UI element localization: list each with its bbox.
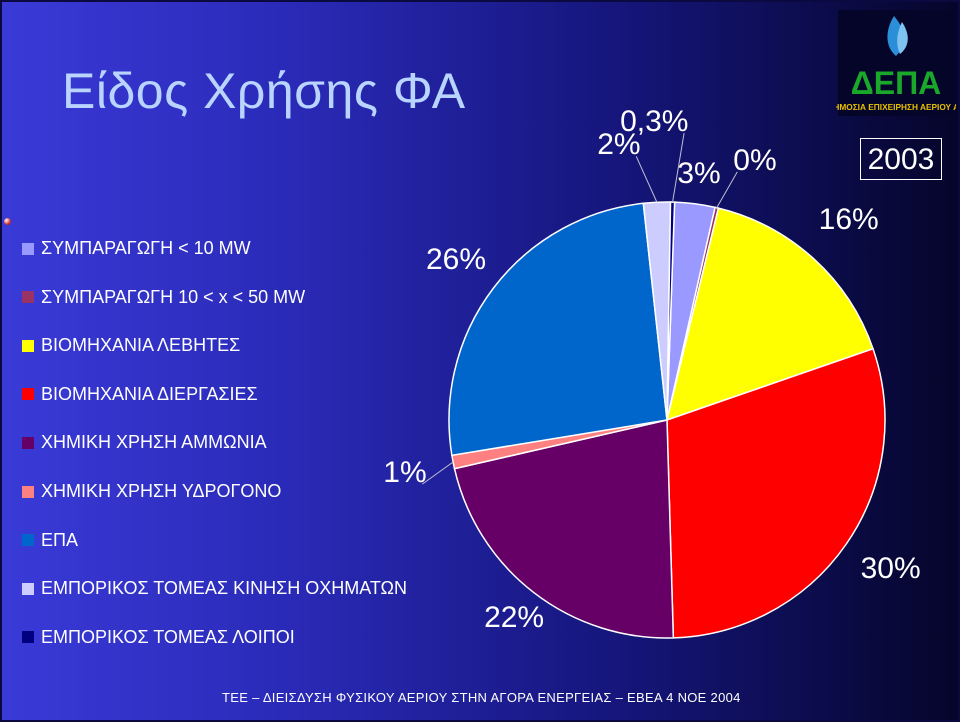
legend-label: ΣΥΜΠΑΡΑΓΩΓΗ < 10 MW <box>41 238 251 258</box>
pie-value-label: 0,3% <box>620 105 689 139</box>
leader-line <box>716 171 738 209</box>
depa-logo: ΔΕΠΑ ΔΗΜΟΣΙΑ ΕΠΙΧΕΙΡΗΣΗ ΑΕΡΙΟΥ ΑΕ <box>836 10 956 116</box>
pie-value-label: 22% <box>484 600 545 634</box>
legend-label: ΒΙΟΜΗΧΑΝΙΑ ΔΙΕΡΓΑΣΙΕΣ <box>41 383 258 404</box>
pie-value-label: 26% <box>425 242 487 276</box>
legend-item: ΧΗΜΙΚΗ ΧΡΗΣΗ ΥΔΡΟΓΟΝΟ <box>22 481 281 502</box>
legend-label: ΧΗΜΙΚΗ ΧΡΗΣΗ ΑΜΜΩΝΙΑ <box>41 432 267 453</box>
legend-swatch <box>22 242 34 255</box>
pie-slice <box>448 202 668 457</box>
legend-item: ΣΥΜΠΑΡΑΓΩΓΗ 10 < x < 50 MW <box>22 287 305 308</box>
pie-value-label: 0% <box>733 143 777 177</box>
pie-slice <box>665 207 874 422</box>
legend-swatch <box>22 291 34 304</box>
pie-value-label: 1% <box>383 456 427 490</box>
leader-line <box>421 461 454 485</box>
legend-item: ΣΥΜΠΑΡΑΓΩΓΗ < 10 MW <box>22 238 251 259</box>
legend-swatch <box>22 339 34 352</box>
slide-footer: ΤΕΕ – ΔΙΕΙΣΔΥΣΗ ΦΥΣΙΚΟΥ ΑΕΡΙΟΥ ΣΤΗΝ ΑΓΟΡ… <box>222 690 741 705</box>
legend-item: ΕΜΠΟΡΙΚΟΣ ΤΟΜΕΑΣ ΚΙΝΗΣΗ ΟΧΗΜΑΤΩΝ <box>22 578 407 599</box>
pie-value-label: 2% <box>597 128 641 162</box>
slide-title: Είδος Χρήσης ΦΑ <box>62 63 466 119</box>
pie-value-label: 16% <box>818 203 879 237</box>
legend-item: ΒΙΟΜΗΧΑΝΙΑ ΛΕΒΗΤΕΣ <box>22 335 240 356</box>
legend-label: ΕΜΠΟΡΙΚΟΣ ΤΟΜΕΑΣ ΛΟΙΠΟΙ <box>41 626 295 647</box>
legend-item: ΒΙΟΜΗΧΑΝΙΑ ΔΙΕΡΓΑΣΙΕΣ <box>22 384 258 405</box>
logo-wordmark: ΔΕΠΑ <box>851 65 942 101</box>
legend-item: ΧΗΜΙΚΗ ΧΡΗΣΗ ΑΜΜΩΝΙΑ <box>22 432 267 453</box>
legend-item: ΕΠΑ <box>22 530 78 551</box>
legend-label: ΒΙΟΜΗΧΑΝΙΑ ΛΕΒΗΤΕΣ <box>41 335 241 356</box>
legend-item: ΕΜΠΟΡΙΚΟΣ ΤΟΜΕΑΣ ΛΟΙΠΟΙ <box>22 627 295 648</box>
legend-swatch <box>22 485 34 498</box>
pie-value-label: 30% <box>860 551 921 585</box>
legend-label: ΧΗΜΙΚΗ ΧΡΗΣΗ ΥΔΡΟΓΟΝΟ <box>41 481 282 501</box>
legend-swatch <box>22 388 34 401</box>
legend-swatch <box>22 436 34 449</box>
leader-line <box>635 156 658 203</box>
pie-value-label: 3% <box>677 157 721 191</box>
legend-label: ΕΜΠΟΡΙΚΟΣ ΤΟΜΕΑΣ ΚΙΝΗΣΗ ΟΧΗΜΑΤΩΝ <box>41 578 407 599</box>
logo-subtitle: ΔΗΜΟΣΙΑ ΕΠΙΧΕΙΡΗΣΗ ΑΕΡΙΟΥ ΑΕ <box>836 102 956 112</box>
slide-bullet-icon <box>4 218 11 225</box>
legend-label: ΣΥΜΠΑΡΑΓΩΓΗ 10 < x < 50 MW <box>41 286 306 307</box>
year-box: 2003 <box>860 138 942 180</box>
leader-line <box>672 133 685 203</box>
legend-swatch <box>22 582 34 595</box>
legend-label: ΕΠΑ <box>41 529 79 550</box>
pie-slice <box>453 419 675 639</box>
legend-swatch <box>22 534 34 547</box>
legend-swatch <box>22 631 34 644</box>
pie-slice <box>666 347 886 639</box>
